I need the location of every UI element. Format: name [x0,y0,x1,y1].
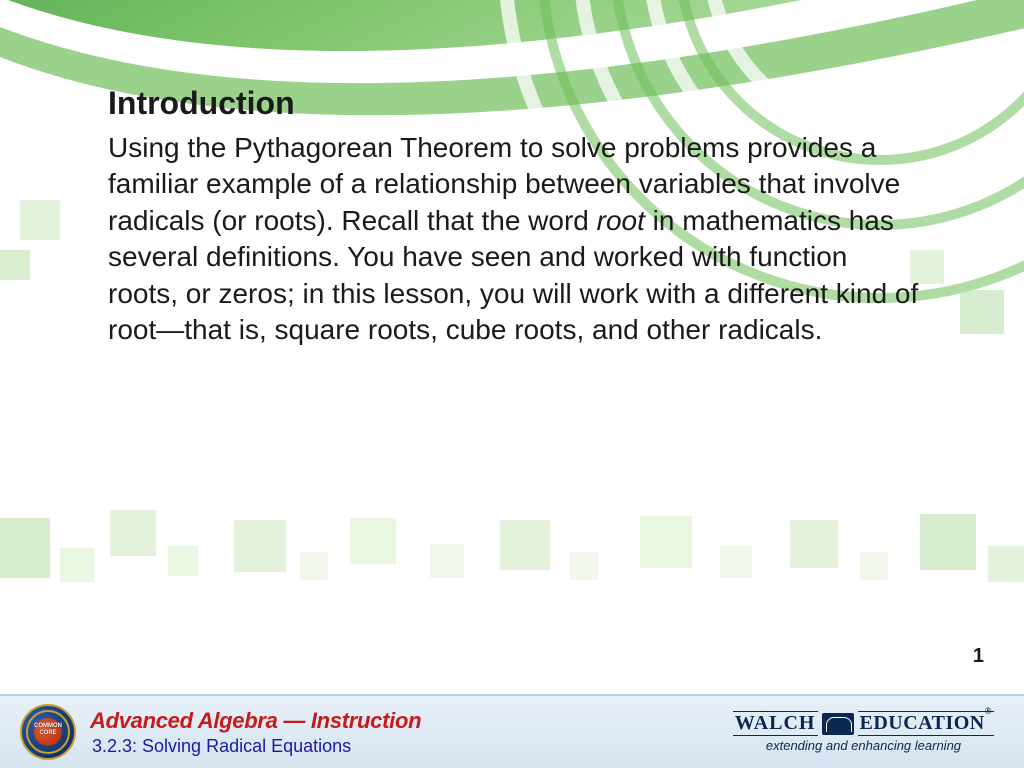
lesson-label: 3.2.3: Solving Radical Equations [90,736,421,757]
page-number: 1 [973,645,984,668]
walch-text-right: EDUCATION® [858,711,995,736]
footer-right: WALCH EDUCATION® extending and enhancing… [733,711,1024,753]
common-core-badge: COMMON CORE [20,704,76,760]
slide-body: Using the Pythagorean Theorem to solve p… [108,130,924,348]
walch-tagline: extending and enhancing learning [733,738,994,753]
footer-left: COMMON CORE Advanced Algebra — Instructi… [0,704,733,760]
course-info: Advanced Algebra — Instruction 3.2.3: So… [76,708,421,757]
body-italic-term: root [597,205,645,236]
course-title: Advanced Algebra — Instruction [90,708,421,734]
walch-logo: WALCH EDUCATION® [733,711,994,736]
walch-icon [822,713,854,735]
slide-title: Introduction [108,85,924,122]
slide-content: Introduction Using the Pythagorean Theor… [0,0,1024,348]
footer-bar: COMMON CORE Advanced Algebra — Instructi… [0,694,1024,768]
walch-text-left: WALCH [733,711,818,736]
